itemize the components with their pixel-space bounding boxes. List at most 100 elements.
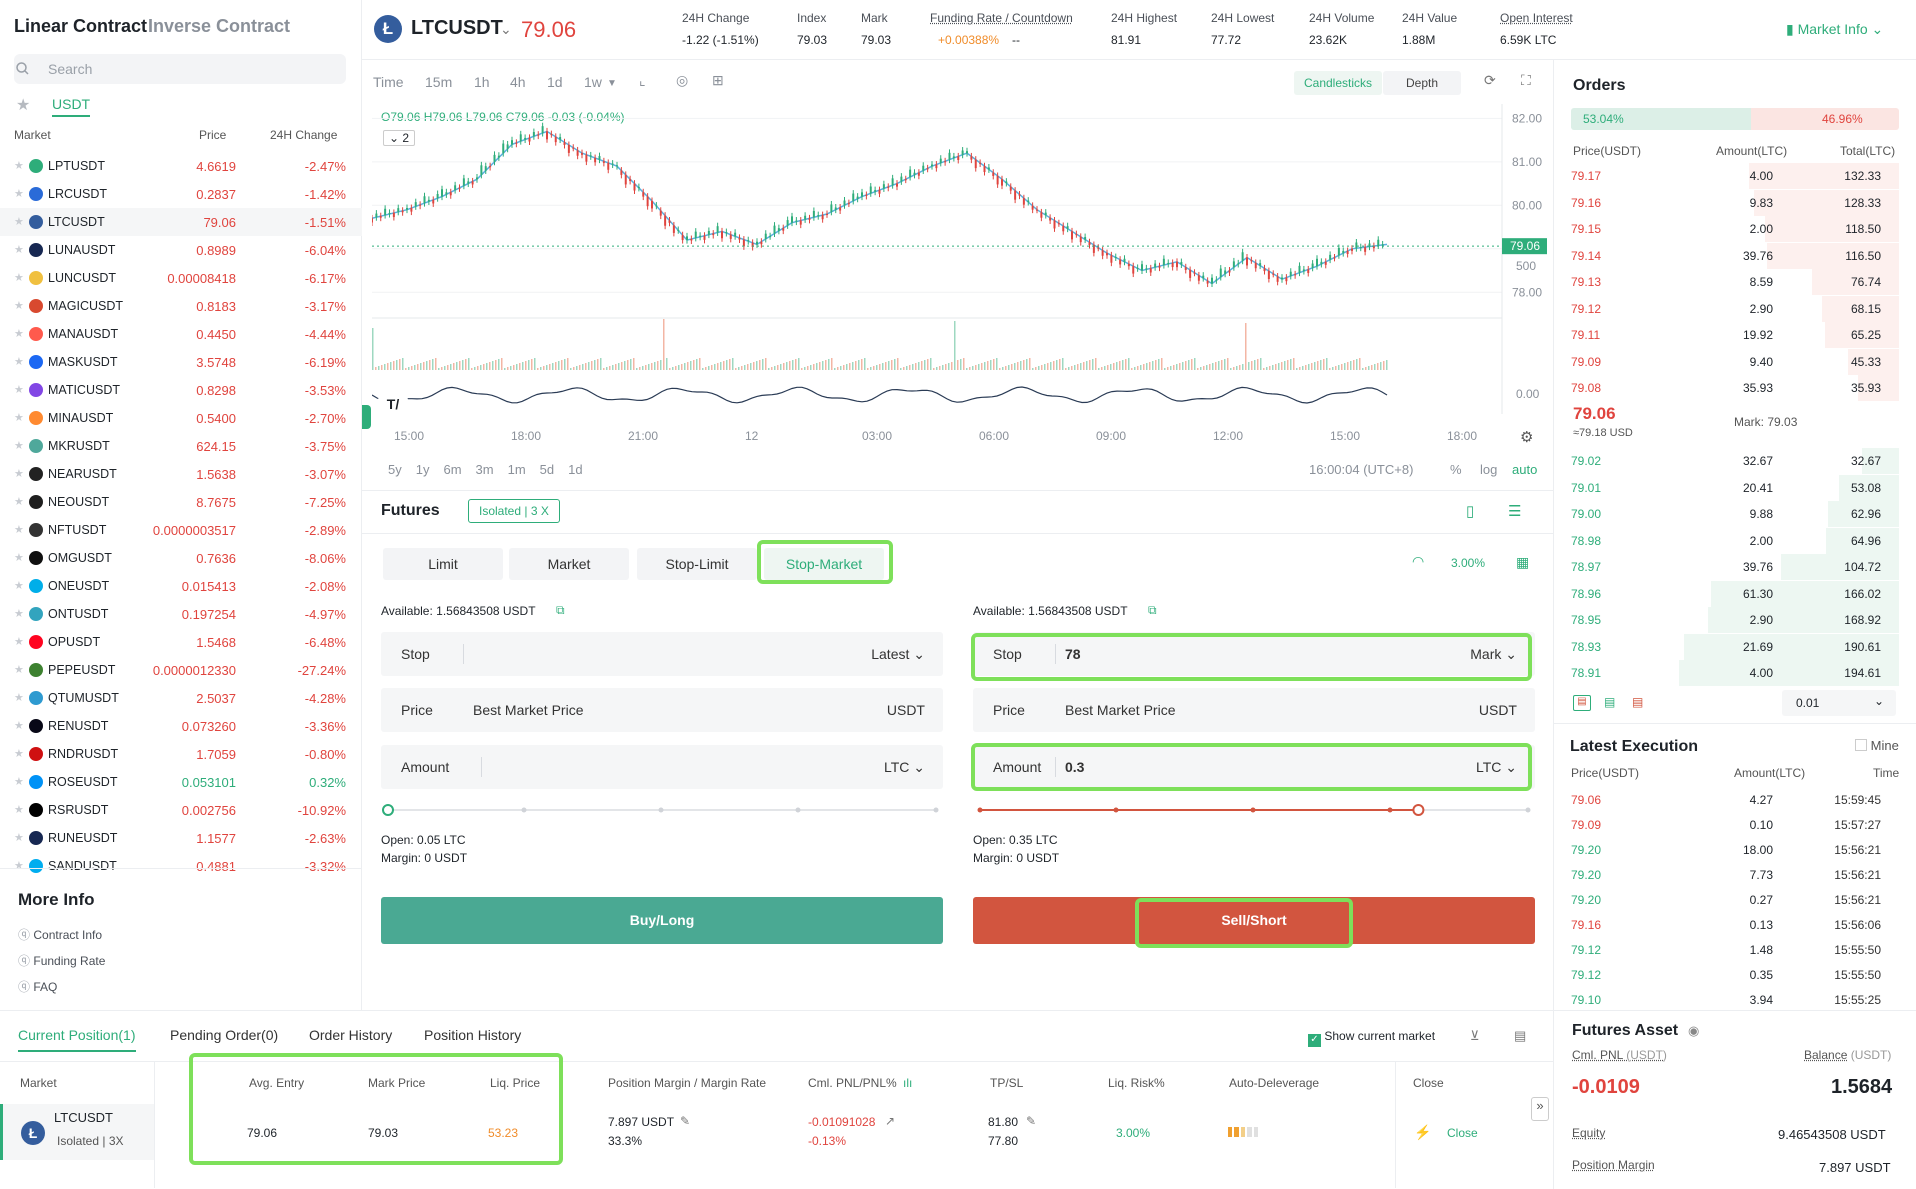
- market-row[interactable]: ★ NFTUSDT 0.0000003517 -2.89%: [0, 516, 362, 544]
- market-row[interactable]: ★ MKRUSDT 624.15 -3.75%: [0, 432, 362, 460]
- compare-icon[interactable]: ⊞: [712, 72, 724, 88]
- chevron-down-icon[interactable]: ⌄: [500, 21, 512, 37]
- market-row[interactable]: ★ RNDRUSDT 1.7059 -0.80%: [0, 740, 362, 768]
- ask-row[interactable]: 79.08 35.93 35.93: [1557, 375, 1899, 401]
- book-both-icon[interactable]: ▤: [1573, 695, 1591, 711]
- star-icon[interactable]: ★: [14, 692, 24, 704]
- margin-mode-button[interactable]: Isolated | 3 X: [468, 499, 560, 523]
- market-row[interactable]: ★ LUNCUSDT 0.00008418 -6.17%: [0, 264, 362, 292]
- chart-settings-icon[interactable]: ⚙: [1520, 429, 1534, 446]
- ask-row[interactable]: 79.17 4.00 132.33: [1557, 163, 1899, 189]
- star-icon[interactable]: ★: [14, 664, 24, 676]
- star-icon[interactable]: ★: [14, 384, 24, 396]
- star-icon[interactable]: ★: [14, 804, 24, 816]
- market-row[interactable]: ★ MASKUSDT 3.5748 -6.19%: [0, 348, 362, 376]
- mine-checkbox[interactable]: Mine: [1855, 738, 1899, 753]
- buy-amount-slider[interactable]: [381, 800, 943, 820]
- tf-time[interactable]: Time: [373, 74, 404, 90]
- star-icon[interactable]: ★: [14, 860, 24, 872]
- tab-linear-contract[interactable]: Linear Contract: [14, 16, 148, 36]
- bid-row[interactable]: 78.93 21.69 190.61: [1557, 633, 1899, 660]
- funding-rate-link[interactable]: ⓠ Funding Rate: [18, 948, 105, 974]
- market-row[interactable]: ★ MAGICUSDT 0.8183 -3.17%: [0, 292, 362, 320]
- sell-short-button[interactable]: Sell/Short: [973, 897, 1535, 944]
- tab-order-history[interactable]: Order History: [309, 1027, 393, 1043]
- range-3m[interactable]: 3m: [475, 462, 494, 477]
- stop-trigger-select[interactable]: Latest ⌄: [871, 646, 925, 663]
- fullscreen-icon[interactable]: ⛶: [1521, 72, 1531, 88]
- bid-row[interactable]: 79.02 32.67 32.67: [1557, 448, 1899, 474]
- eye-icon[interactable]: ◉: [1688, 1023, 1700, 1038]
- price-chart[interactable]: 82.0081.0080.0079.0078.0079.065000.0015:…: [372, 104, 1552, 524]
- star-icon[interactable]: ★: [14, 328, 24, 340]
- star-icon[interactable]: ★: [14, 188, 24, 200]
- star-icon[interactable]: ★: [14, 468, 24, 480]
- star-icon[interactable]: ★: [14, 272, 24, 284]
- range-1m[interactable]: 1m: [507, 462, 526, 477]
- book-bids-icon[interactable]: ▤: [1604, 695, 1616, 709]
- sell-amount-slider[interactable]: [973, 800, 1535, 820]
- amount-unit-select[interactable]: LTC ⌄: [884, 759, 925, 776]
- star-icon[interactable]: ★: [14, 244, 24, 256]
- mode-depth[interactable]: Depth: [1383, 71, 1461, 95]
- stat-funding-label[interactable]: Funding Rate / Countdown: [930, 11, 1073, 25]
- buy-stop-field[interactable]: Stop Latest ⌄: [381, 632, 943, 676]
- range-5d[interactable]: 5d: [539, 462, 555, 477]
- market-row[interactable]: ★ PEPEUSDT 0.0000012330 -27.24%: [0, 656, 362, 684]
- sell-stop-field[interactable]: Stop 78 Mark ⌄: [973, 632, 1535, 676]
- market-row[interactable]: ★ SANDUSDT 0.4881 -3.32%: [0, 852, 362, 880]
- bid-row[interactable]: 78.97 39.76 104.72: [1557, 554, 1899, 580]
- bid-row[interactable]: 78.96 61.30 166.02: [1557, 580, 1899, 607]
- star-icon[interactable]: ★: [14, 776, 24, 788]
- stop-value[interactable]: 78: [1065, 646, 1081, 662]
- scroll-right-icon[interactable]: »: [1531, 1097, 1549, 1121]
- market-row[interactable]: ★ MANAUSDT 0.4450 -4.44%: [0, 320, 362, 348]
- bid-row[interactable]: 79.00 9.88 62.96: [1557, 501, 1899, 527]
- mode-candlesticks[interactable]: Candlesticks: [1294, 71, 1382, 95]
- bid-row[interactable]: 79.01 20.41 53.08: [1557, 474, 1899, 501]
- export-icon[interactable]: ▤: [1514, 1028, 1527, 1043]
- market-row[interactable]: ★ LUNAUSDT 0.8989 -6.04%: [0, 236, 362, 264]
- star-icon[interactable]: ★: [14, 300, 24, 312]
- header-market[interactable]: Market: [14, 128, 51, 142]
- ask-row[interactable]: 79.11 19.92 65.25: [1557, 322, 1899, 348]
- tab-inverse-contract[interactable]: Inverse Contract: [148, 16, 291, 36]
- filter-icon[interactable]: ⊻: [1470, 1028, 1480, 1043]
- tab-limit[interactable]: Limit: [383, 548, 503, 580]
- market-row[interactable]: ★ RUNEUSDT 1.1577 -2.63%: [0, 824, 362, 852]
- ticker-symbol[interactable]: LTCUSDT: [411, 17, 503, 39]
- tab-stop-limit[interactable]: Stop-Limit: [637, 548, 757, 580]
- range-1d[interactable]: 1d: [568, 462, 583, 477]
- star-icon[interactable]: ★: [14, 160, 24, 172]
- bar-chart-icon[interactable]: ılı: [903, 1076, 913, 1090]
- star-icon[interactable]: ★: [14, 496, 24, 508]
- tf-1h[interactable]: 1h: [474, 74, 490, 90]
- share-icon[interactable]: ↗: [885, 1114, 896, 1128]
- contract-info-link[interactable]: ⓠ Contract Info: [18, 922, 105, 948]
- ask-row[interactable]: 79.13 8.59 76.74: [1557, 269, 1899, 295]
- ask-row[interactable]: 79.14 39.76 116.50: [1557, 242, 1899, 269]
- range-5y[interactable]: 5y: [388, 462, 402, 477]
- star-icon[interactable]: ★: [14, 440, 24, 452]
- star-icon[interactable]: ★: [14, 608, 24, 620]
- star-icon[interactable]: ★: [14, 552, 24, 564]
- ask-row[interactable]: 79.12 2.90 68.15: [1557, 295, 1899, 322]
- header-change[interactable]: 24H Change: [270, 128, 338, 142]
- scale-percent[interactable]: %: [1450, 462, 1462, 477]
- transfer-icon[interactable]: ⧉: [1148, 603, 1157, 617]
- tf-1d[interactable]: 1d: [547, 74, 563, 90]
- tab-pending-order[interactable]: Pending Order(0): [170, 1027, 279, 1043]
- market-row[interactable]: ★ NEARUSDT 1.5638 -3.07%: [0, 460, 362, 488]
- book-asks-icon[interactable]: ▤: [1632, 695, 1644, 709]
- transfer-icon[interactable]: ⧉: [556, 603, 565, 617]
- sell-amount-field[interactable]: Amount 0.3 LTC ⌄: [973, 745, 1535, 789]
- market-row[interactable]: ★ NEOUSDT 8.7675 -7.25%: [0, 488, 362, 516]
- tab-market[interactable]: Market: [509, 548, 629, 580]
- buy-long-button[interactable]: Buy/Long: [381, 897, 943, 944]
- market-row[interactable]: ★ ONEUSDT 0.015413 -2.08%: [0, 572, 362, 600]
- scale-log[interactable]: log: [1480, 462, 1498, 477]
- settings-sliders-icon[interactable]: ☰: [1508, 503, 1522, 520]
- ask-row[interactable]: 79.16 9.83 128.33: [1557, 189, 1899, 216]
- market-row[interactable]: ★ QTUMUSDT 2.5037 -4.28%: [0, 684, 362, 712]
- star-icon[interactable]: ★: [14, 748, 24, 760]
